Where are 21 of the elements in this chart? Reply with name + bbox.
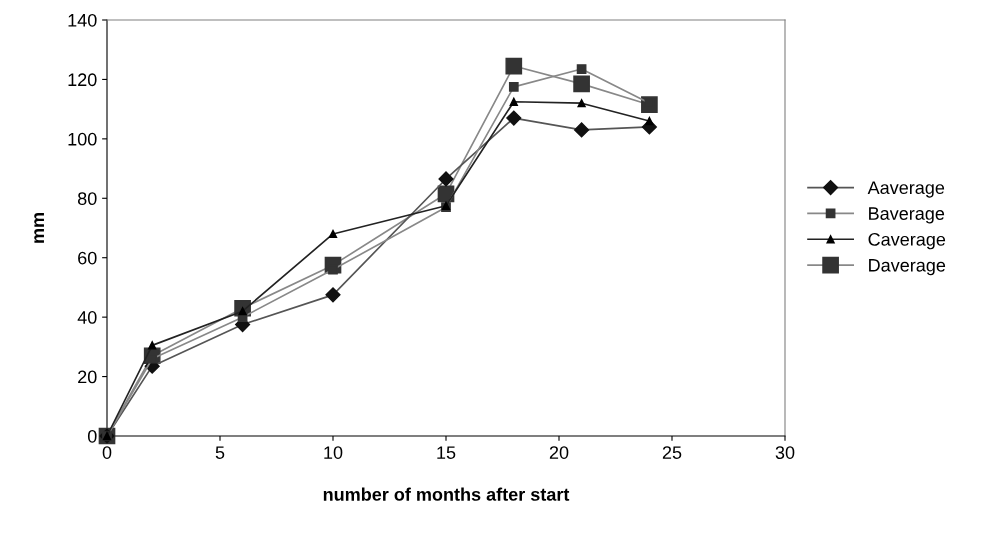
x-tick-label: 0	[102, 446, 112, 459]
y-tick-label: 100	[68, 132, 97, 146]
legend-label: Caverage	[868, 232, 946, 250]
x-tick-label: 5	[215, 446, 225, 459]
y-tick-label: 60	[78, 251, 97, 265]
x-tick-label: 25	[662, 446, 682, 459]
y-tick-label: 20	[78, 370, 97, 384]
y-tick-label: 140	[68, 13, 97, 27]
x-axis-title: number of months after start	[323, 487, 570, 501]
y-tick-label: 0	[87, 429, 97, 443]
y-tick-label: 120	[68, 73, 97, 87]
legend-label: Baverage	[869, 207, 945, 224]
x-tick-label: 15	[437, 446, 456, 459]
x-tick-label: 30	[775, 446, 795, 459]
legend-label: Daverage	[869, 259, 946, 276]
x-tick-label: 20	[549, 446, 569, 459]
legend-label: Aaverage	[867, 181, 945, 198]
y-axis-title: mm	[34, 213, 44, 243]
x-tick-label: 10	[324, 446, 343, 459]
y-tick-label: 80	[77, 192, 97, 206]
y-tick-label: 40	[77, 311, 97, 324]
